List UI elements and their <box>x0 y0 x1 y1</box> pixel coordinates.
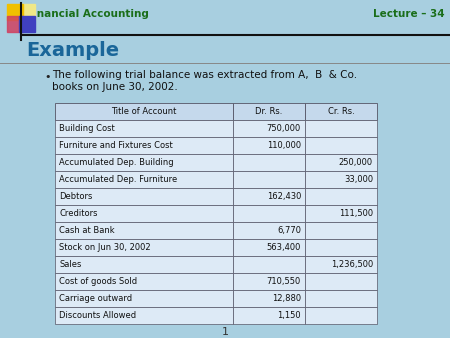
Bar <box>55 239 233 256</box>
Bar <box>19 4 35 20</box>
Text: Cash at Bank: Cash at Bank <box>59 226 115 235</box>
Bar <box>55 137 233 154</box>
Text: 1,150: 1,150 <box>277 311 301 320</box>
Bar <box>55 273 233 290</box>
Text: 110,000: 110,000 <box>267 141 301 150</box>
Text: books on June 30, 2002.: books on June 30, 2002. <box>52 82 178 92</box>
Text: Building Cost: Building Cost <box>59 124 115 133</box>
Bar <box>7 4 23 20</box>
Bar <box>305 154 377 171</box>
Bar <box>233 290 305 307</box>
Text: Cost of goods Sold: Cost of goods Sold <box>59 277 137 286</box>
Bar <box>233 137 305 154</box>
Bar <box>55 290 233 307</box>
Bar <box>233 120 305 137</box>
Bar <box>305 256 377 273</box>
Text: Dr. Rs.: Dr. Rs. <box>255 107 283 116</box>
Bar <box>55 120 233 137</box>
Text: 12,880: 12,880 <box>272 294 301 303</box>
Bar <box>305 205 377 222</box>
Text: 563,400: 563,400 <box>266 243 301 252</box>
Bar <box>305 137 377 154</box>
Bar <box>233 256 305 273</box>
Bar <box>55 171 233 188</box>
Text: Furniture and Fixtures Cost: Furniture and Fixtures Cost <box>59 141 173 150</box>
Text: 1: 1 <box>221 327 229 337</box>
Text: 1,236,500: 1,236,500 <box>331 260 373 269</box>
Bar <box>55 222 233 239</box>
Bar <box>55 256 233 273</box>
Bar <box>233 222 305 239</box>
Text: The following trial balance was extracted from A,  B  & Co.: The following trial balance was extracte… <box>52 70 357 80</box>
Text: Financial Accounting: Financial Accounting <box>26 9 149 19</box>
Bar <box>55 154 233 171</box>
Bar <box>55 188 233 205</box>
Text: 6,770: 6,770 <box>277 226 301 235</box>
Bar <box>19 16 35 32</box>
Bar <box>55 205 233 222</box>
Text: 250,000: 250,000 <box>339 158 373 167</box>
Bar <box>305 171 377 188</box>
Text: Title of Account: Title of Account <box>111 107 177 116</box>
Text: Example: Example <box>26 41 119 59</box>
Bar <box>233 205 305 222</box>
Bar <box>55 307 233 324</box>
Bar <box>55 103 233 120</box>
Bar <box>305 273 377 290</box>
Text: Lecture – 34: Lecture – 34 <box>374 9 445 19</box>
Bar <box>305 290 377 307</box>
Bar <box>7 16 23 32</box>
Bar <box>233 171 305 188</box>
Bar <box>305 120 377 137</box>
Bar <box>305 103 377 120</box>
Text: Discounts Allowed: Discounts Allowed <box>59 311 136 320</box>
Text: Carriage outward: Carriage outward <box>59 294 132 303</box>
Bar <box>233 307 305 324</box>
Text: Stock on Jun 30, 2002: Stock on Jun 30, 2002 <box>59 243 151 252</box>
Bar <box>233 188 305 205</box>
Bar <box>233 239 305 256</box>
Text: Cr. Rs.: Cr. Rs. <box>328 107 355 116</box>
Text: Debtors: Debtors <box>59 192 92 201</box>
Bar <box>305 222 377 239</box>
Text: Accumulated Dep. Furniture: Accumulated Dep. Furniture <box>59 175 177 184</box>
Text: 750,000: 750,000 <box>267 124 301 133</box>
Bar <box>305 307 377 324</box>
Bar <box>233 273 305 290</box>
Text: Accumulated Dep. Building: Accumulated Dep. Building <box>59 158 174 167</box>
Bar <box>233 154 305 171</box>
Text: Creditors: Creditors <box>59 209 98 218</box>
Bar <box>305 239 377 256</box>
Text: •: • <box>44 72 50 82</box>
Text: 33,000: 33,000 <box>344 175 373 184</box>
Text: 710,550: 710,550 <box>267 277 301 286</box>
Bar <box>305 188 377 205</box>
Text: 162,430: 162,430 <box>266 192 301 201</box>
Text: 111,500: 111,500 <box>339 209 373 218</box>
Bar <box>233 103 305 120</box>
Text: Sales: Sales <box>59 260 81 269</box>
